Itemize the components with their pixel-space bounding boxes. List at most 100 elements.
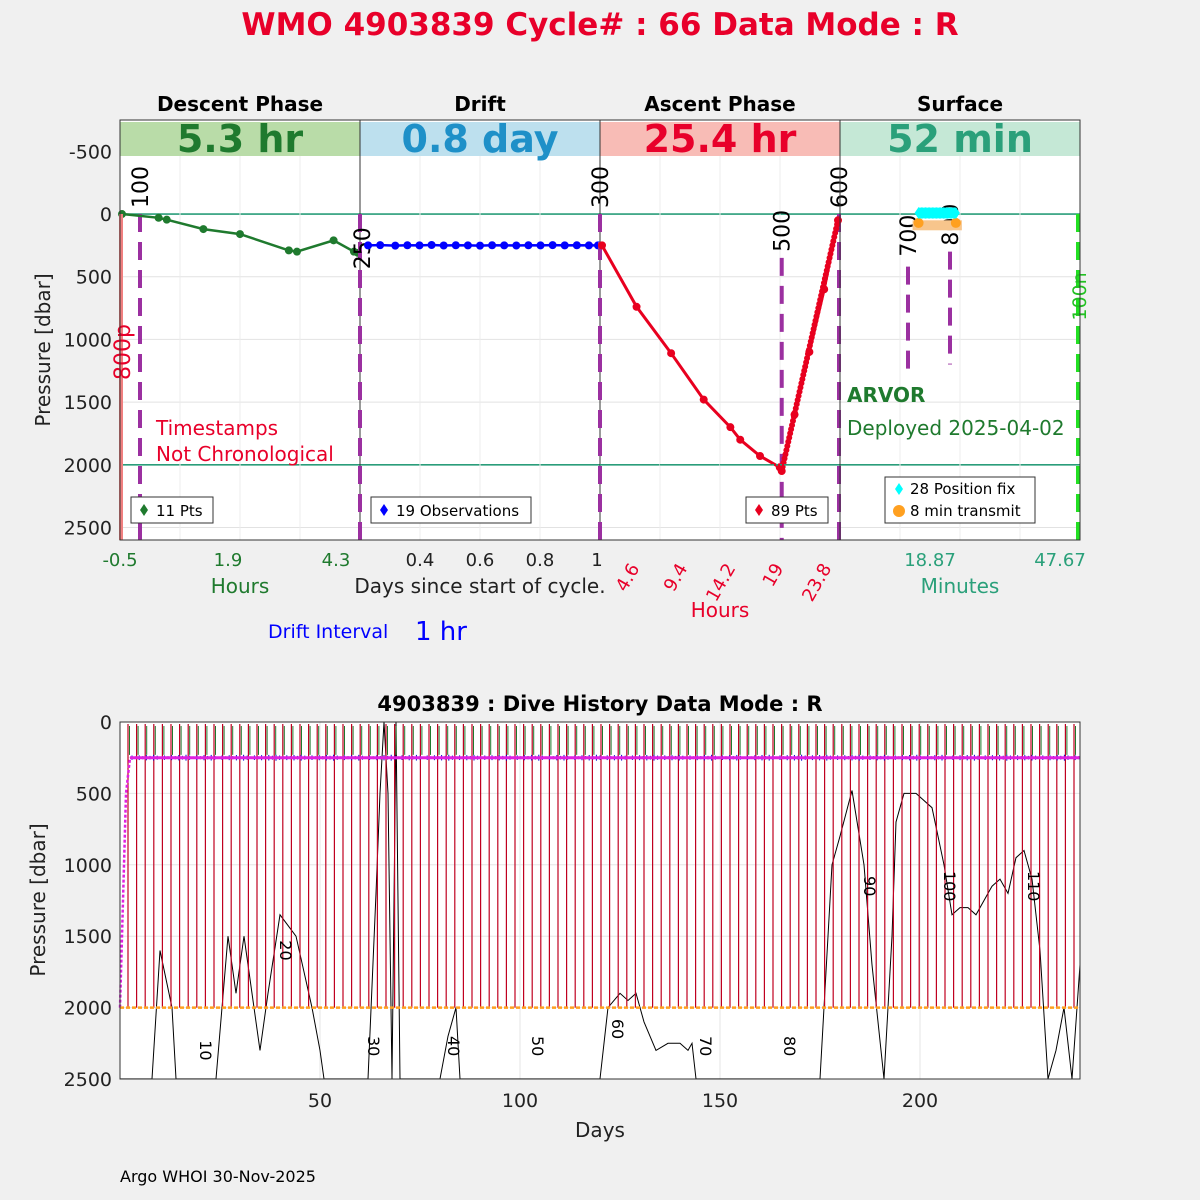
data-point-drift <box>488 241 497 250</box>
legend-text-ascent: 89 Pts <box>771 502 818 520</box>
legend-marker-drift <box>380 504 388 516</box>
side-label: 800p <box>111 324 136 380</box>
data-point-ascent <box>667 349 676 358</box>
phase-duration-ascent: 25.4 hr <box>644 117 797 161</box>
phase-duration-surface: 52 min <box>887 117 1033 161</box>
x-axis-label-surface: Minutes <box>921 574 1000 598</box>
first-descent-line <box>118 757 132 1008</box>
legend-marker-descent <box>140 504 148 516</box>
data-point-ascent <box>755 452 764 460</box>
y-tick-label: 1500 <box>64 392 112 414</box>
bathymetry-line <box>120 721 1081 1080</box>
transmit-start <box>913 217 924 228</box>
top-plot-frame <box>119 119 1081 541</box>
cycle-number-label: 90 <box>860 876 879 896</box>
phase-title-drift: Drift <box>454 92 506 116</box>
cycle-marker-label: 300 <box>589 166 614 208</box>
data-point-drift <box>572 241 581 250</box>
data-point-descent <box>329 236 338 245</box>
data-point-ascent <box>598 241 606 250</box>
data-point-ascent <box>726 423 735 432</box>
legend-marker-ascent <box>755 504 763 516</box>
y-tick-label: 1000 <box>64 855 112 877</box>
bottom-plot-frame <box>119 721 1081 1080</box>
phase-duration-drift: 0.8 day <box>402 117 559 161</box>
data-point-descent <box>292 247 301 256</box>
data-point-drift <box>364 241 373 250</box>
y-tick-label: 2000 <box>64 998 112 1020</box>
phase-band-descent <box>120 122 360 156</box>
y-tick-label: 1500 <box>64 926 112 948</box>
legend-text-transmit: 8 min transmit <box>910 502 1021 520</box>
cycle-number-label: 30 <box>364 1036 383 1056</box>
data-point-descent <box>236 230 244 239</box>
transmit-bar <box>912 220 962 231</box>
data-point-drift <box>476 241 484 250</box>
data-point-drift <box>376 241 385 250</box>
series-line-descent <box>121 212 359 255</box>
data-point-drift <box>403 241 412 250</box>
annotation-line1: Timestamps <box>155 416 278 440</box>
cycle-number-label: 50 <box>528 1036 547 1056</box>
data-point-descent <box>199 225 208 234</box>
y-tick-label: 2500 <box>64 517 112 539</box>
cycle-number-label: 20 <box>276 940 295 960</box>
y-tick-label: 0 <box>100 204 112 226</box>
x-tick-label: 150 <box>702 1090 738 1112</box>
phase-band-ascent <box>600 122 840 156</box>
x-tick-label: 50 <box>308 1090 332 1112</box>
data-point-descent <box>284 246 293 255</box>
cycle-number-label: 100 <box>940 871 959 902</box>
cycle-number-label: 40 <box>444 1036 463 1056</box>
drift-interval-label: Drift Interval <box>268 621 388 643</box>
y-tick-label: 2000 <box>64 455 112 477</box>
phase-band-surface <box>840 122 1080 156</box>
x-tick-label-descent: -0.5 <box>102 550 137 571</box>
annotation-line2: Not Chronological <box>156 442 334 466</box>
cycle-marker-label: 100 <box>129 166 154 208</box>
transmit-end <box>950 217 961 228</box>
footer-credit: Argo WHOI 30-Nov-2025 <box>120 1167 316 1186</box>
data-point-descent <box>154 213 163 222</box>
data-point-drift <box>548 241 557 250</box>
x-tick-label-drift: 1 <box>591 550 602 571</box>
data-point-drift <box>512 241 521 250</box>
data-point-drift <box>391 241 400 250</box>
data-point-ascent <box>699 395 708 404</box>
y-axis-label: Pressure [dbar] <box>31 273 55 426</box>
data-point-drift <box>500 241 509 250</box>
data-point-drift <box>451 241 460 250</box>
y-tick-label: 500 <box>76 783 112 805</box>
legend-text-fix: 28 Position fix <box>910 480 1015 498</box>
x-tick-label-surface: 47.67 <box>1034 550 1086 571</box>
x-tick-label-surface: 18.87 <box>904 550 956 571</box>
y-tick-label: -500 <box>69 141 112 163</box>
cycle-marker-label: 250 <box>351 227 376 269</box>
x-axis-label-days: Days since start of cycle. <box>354 574 605 598</box>
data-point-drift <box>415 241 424 250</box>
phase-title-surface: Surface <box>917 92 1003 116</box>
x-tick-label-ascent: 19 <box>759 560 789 590</box>
y-tick-label: 1000 <box>64 329 112 351</box>
bottom-y-axis-label: Pressure [dbar] <box>26 823 50 976</box>
page-title: WMO 4903839 Cycle# : 66 Data Mode : R <box>241 7 958 43</box>
data-point-ascent <box>632 302 641 311</box>
x-tick-label-ascent: 23.8 <box>798 560 836 605</box>
drift-interval-value: 1 hr <box>415 617 467 647</box>
x-tick-label-drift: 0.8 <box>526 550 555 571</box>
y-tick-label: 2500 <box>64 1069 112 1091</box>
x-tick-label-descent: 1.9 <box>214 550 243 571</box>
phase-title-descent: Descent Phase <box>157 92 323 116</box>
data-point-descent <box>162 215 171 224</box>
data-point-ascent <box>736 435 745 444</box>
data-point-drift <box>439 241 448 250</box>
x-axis-label-ascent: Hours <box>691 598 750 622</box>
data-point-drift <box>463 241 472 250</box>
legend-text-drift: 19 Observations <box>396 502 519 520</box>
float-model: ARVOR <box>847 383 925 407</box>
legend-marker-fix <box>895 483 903 495</box>
phase-duration-descent: 5.3 hr <box>177 117 304 161</box>
